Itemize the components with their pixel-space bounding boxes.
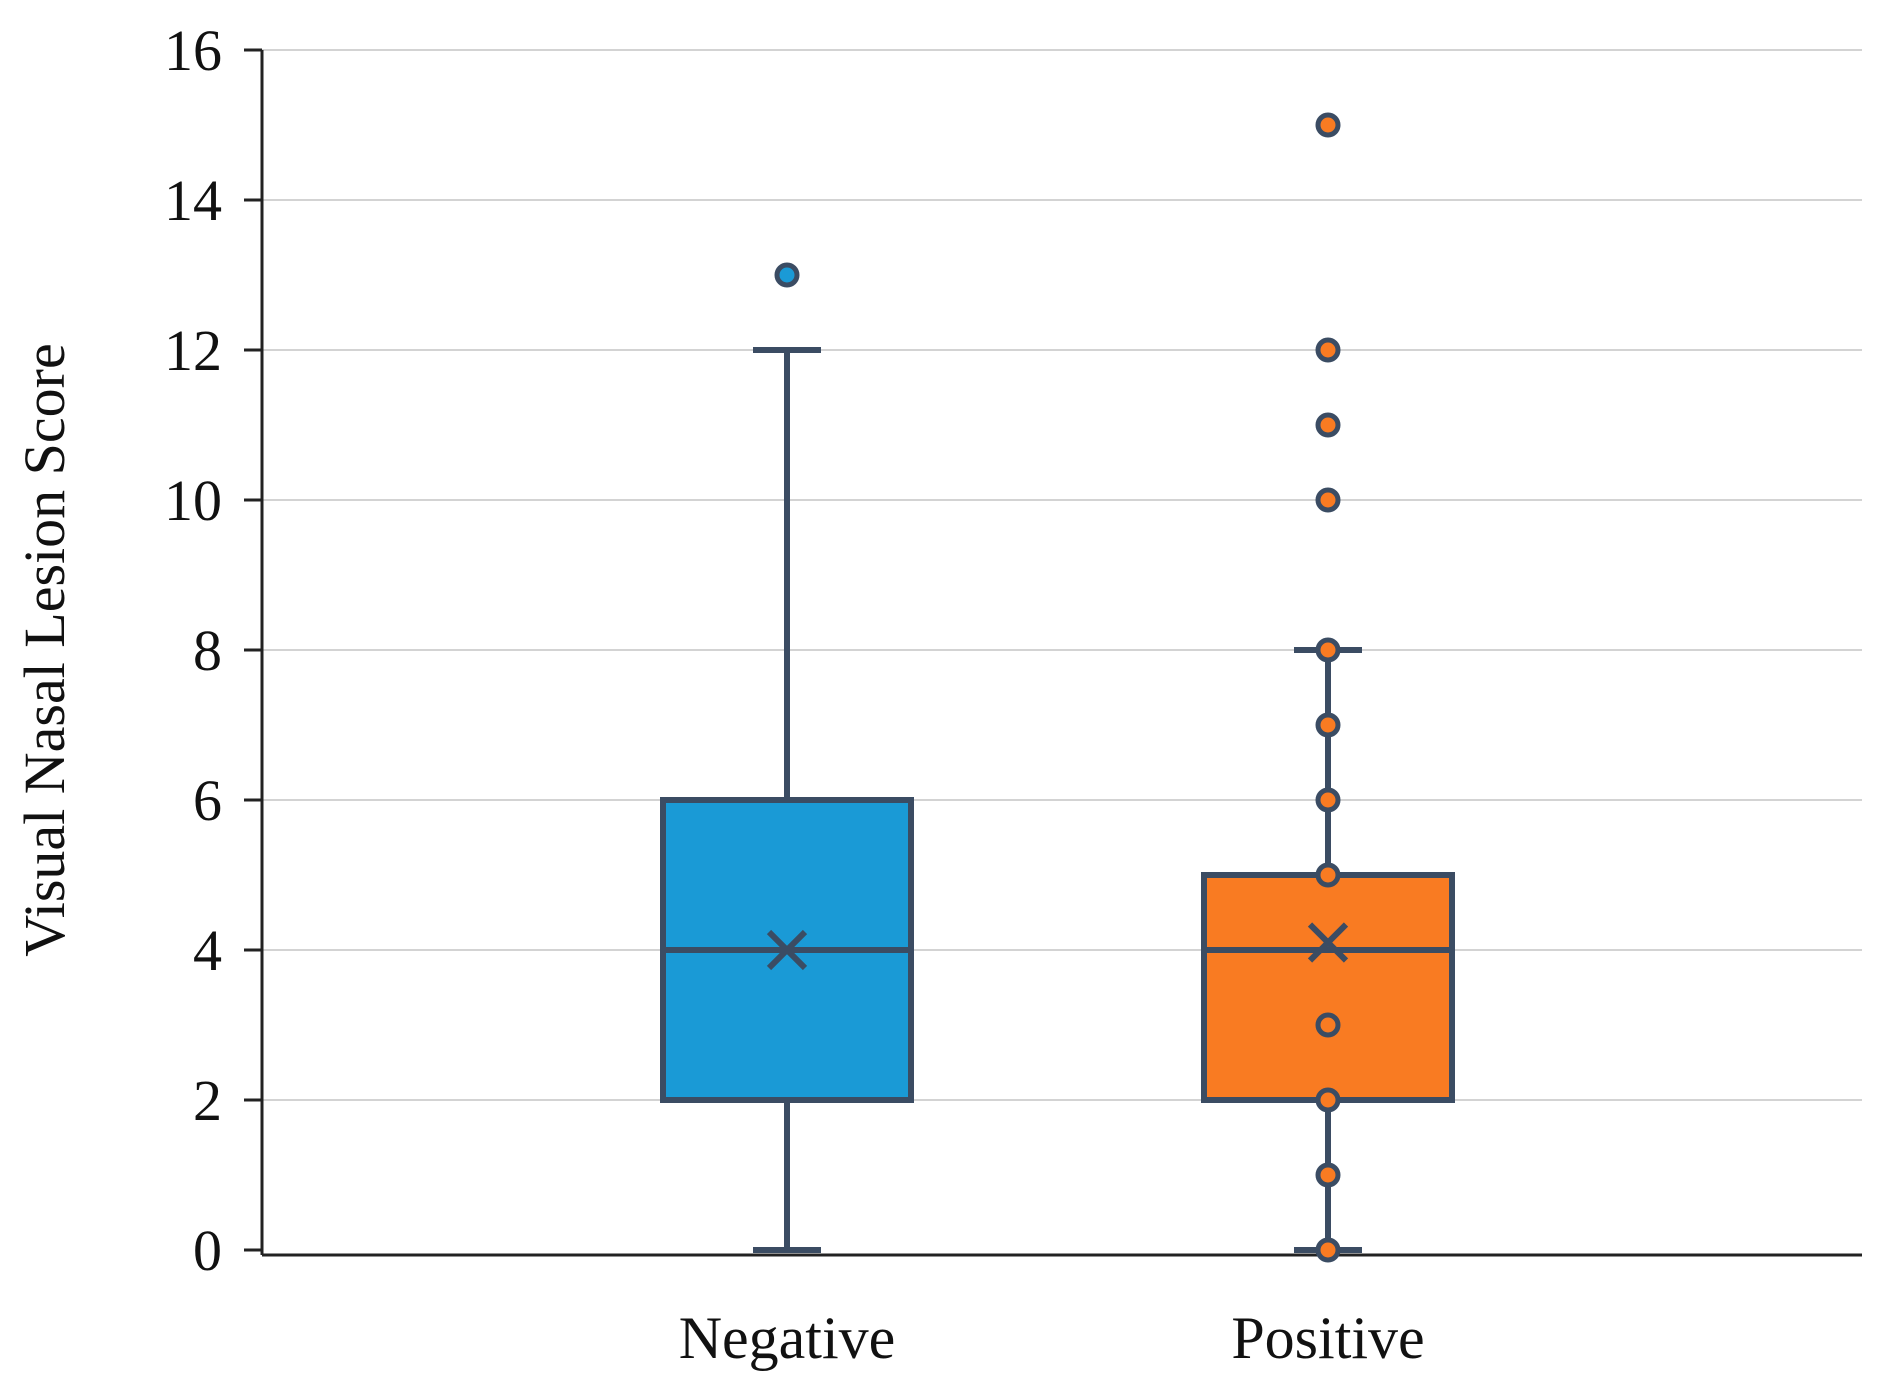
outlier-point-positive-10 bbox=[1315, 487, 1341, 513]
data-point-positive-5 bbox=[1315, 862, 1341, 888]
y-tick-label-2: 2 bbox=[193, 1068, 222, 1133]
outlier-point-negative-13 bbox=[774, 262, 800, 288]
box-positive bbox=[1201, 647, 1455, 1253]
mean-marker-b-negative bbox=[766, 929, 808, 971]
y-tick-label-14: 14 bbox=[164, 168, 222, 233]
y-tick-label-4: 4 bbox=[193, 918, 222, 983]
gridlines bbox=[262, 49, 1862, 1101]
y-tick-label-8: 8 bbox=[193, 618, 222, 683]
boxes bbox=[660, 347, 1455, 1253]
axes bbox=[244, 48, 1862, 1257]
x-category-label-positive: Positive bbox=[1231, 1305, 1424, 1371]
box-negative bbox=[660, 347, 914, 1253]
y-tick-label-0: 0 bbox=[193, 1218, 222, 1283]
data-point-positive-1 bbox=[1315, 1162, 1341, 1188]
outlier-point-positive-15 bbox=[1315, 112, 1341, 138]
data-point-positive-2 bbox=[1315, 1087, 1341, 1113]
data-points bbox=[774, 112, 1341, 1263]
y-tick-label-10: 10 bbox=[164, 468, 222, 533]
y-tick-label-6: 6 bbox=[193, 768, 222, 833]
y-tick-label-12: 12 bbox=[164, 318, 222, 383]
outlier-point-positive-12 bbox=[1315, 337, 1341, 363]
y-tick-label-16: 16 bbox=[164, 18, 222, 83]
outlier-point-positive-11 bbox=[1315, 412, 1341, 438]
mean-marker-b-positive bbox=[1307, 922, 1349, 963]
labels: Visual Nasal Lesion Score 0 2 4 6 8 10 12 14 16 N… bbox=[12, 18, 1425, 1371]
box-body-positive bbox=[1201, 872, 1455, 1103]
x-category-label-negative: Negative bbox=[679, 1305, 896, 1371]
y-axis-title: Visual Nasal Lesion Score bbox=[12, 343, 77, 956]
data-point-positive-6 bbox=[1315, 787, 1341, 813]
data-point-positive-7 bbox=[1315, 712, 1341, 738]
data-point-positive-3 bbox=[1315, 1012, 1341, 1038]
data-point-positive-8 bbox=[1315, 637, 1341, 663]
data-point-positive-0 bbox=[1315, 1237, 1341, 1263]
